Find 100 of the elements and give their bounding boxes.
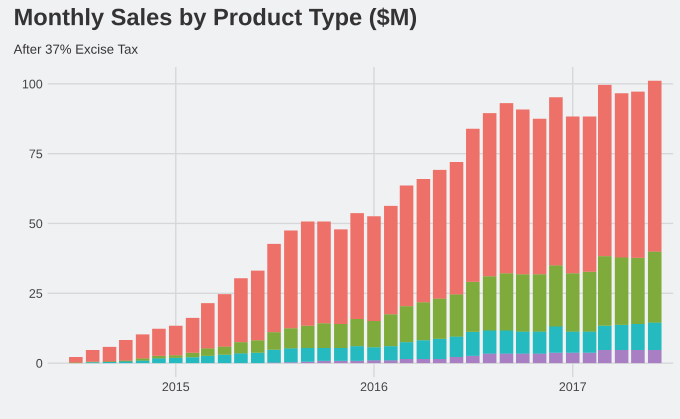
x-tick-label: 2016 xyxy=(360,382,388,392)
bar xyxy=(136,334,150,358)
bar xyxy=(450,162,464,294)
bar xyxy=(334,229,348,324)
bar xyxy=(466,356,480,364)
bar xyxy=(152,328,166,356)
bar xyxy=(416,358,430,364)
bar xyxy=(566,116,580,274)
bar xyxy=(300,326,315,348)
bar xyxy=(267,244,281,332)
bar xyxy=(648,322,662,350)
bar xyxy=(466,332,480,356)
bar xyxy=(400,342,414,359)
bar xyxy=(549,97,563,266)
bar xyxy=(218,346,232,355)
bar xyxy=(367,347,381,360)
bar xyxy=(614,258,628,325)
bar xyxy=(432,170,446,299)
bar xyxy=(267,332,281,350)
bar xyxy=(516,354,530,364)
bar xyxy=(450,294,464,337)
bar xyxy=(614,93,628,258)
bar xyxy=(614,350,628,364)
bar xyxy=(86,350,100,362)
bar xyxy=(367,360,381,364)
bar xyxy=(432,338,446,359)
bar xyxy=(500,103,514,274)
bar xyxy=(466,282,480,332)
bar xyxy=(566,352,580,364)
bar xyxy=(432,298,446,339)
bar xyxy=(648,80,662,252)
bar xyxy=(267,350,281,363)
bar xyxy=(482,276,496,330)
bar xyxy=(549,352,563,364)
bar xyxy=(648,252,662,323)
bar xyxy=(317,360,331,364)
chart-title: Monthly Sales by Product Type ($M) xyxy=(15,8,416,30)
bar xyxy=(334,348,348,361)
bar xyxy=(334,324,348,348)
bar xyxy=(218,294,232,347)
chart-subtitle: After 37% Excise Tax xyxy=(14,44,138,54)
bar xyxy=(350,319,364,346)
bar xyxy=(234,278,248,342)
bar xyxy=(516,110,530,274)
bar xyxy=(69,356,83,363)
bar xyxy=(516,274,530,332)
y-tick-label: 75 xyxy=(29,150,42,158)
bar xyxy=(416,302,430,340)
bar xyxy=(466,128,480,282)
bar xyxy=(300,348,315,362)
x-tick-label: 2017 xyxy=(559,382,586,392)
bar xyxy=(532,332,546,354)
bar xyxy=(317,222,331,324)
bar xyxy=(250,270,265,340)
bar xyxy=(566,273,580,332)
x-tick-label: 2015 xyxy=(162,382,190,392)
bar xyxy=(152,356,166,358)
bar xyxy=(317,348,331,361)
bar xyxy=(284,348,298,362)
bar xyxy=(648,350,662,364)
bar xyxy=(168,358,183,364)
bar xyxy=(500,273,514,330)
bar xyxy=(416,340,430,359)
bar xyxy=(450,356,464,364)
bar xyxy=(300,222,315,326)
bar xyxy=(532,274,546,332)
bar xyxy=(516,332,530,354)
bar xyxy=(532,354,546,364)
y-tick-label: 100 xyxy=(22,80,42,88)
bar xyxy=(234,342,248,354)
bar xyxy=(367,216,381,321)
bar xyxy=(152,358,166,364)
bar xyxy=(482,113,496,276)
bar xyxy=(549,265,563,327)
bar xyxy=(400,185,414,306)
bar xyxy=(549,326,563,353)
bar xyxy=(250,352,265,364)
bar xyxy=(218,354,232,364)
bar xyxy=(384,346,398,360)
bar xyxy=(450,336,464,357)
bar xyxy=(631,258,645,324)
y-tick-label: 25 xyxy=(29,289,42,298)
bar xyxy=(416,179,430,302)
bar xyxy=(532,118,546,274)
bar xyxy=(350,346,364,361)
y-tick-label: 0 xyxy=(36,358,42,368)
bar xyxy=(400,358,414,364)
bar xyxy=(136,360,150,364)
bar xyxy=(284,230,298,328)
y-tick-label: 50 xyxy=(29,219,42,228)
bar xyxy=(566,332,580,353)
bar xyxy=(384,314,398,346)
bar xyxy=(367,320,381,348)
bar xyxy=(168,355,183,358)
bar xyxy=(482,354,496,364)
bar xyxy=(102,346,116,362)
bar xyxy=(432,358,446,364)
bar xyxy=(234,353,248,364)
bar xyxy=(350,213,364,319)
bar xyxy=(168,326,183,356)
